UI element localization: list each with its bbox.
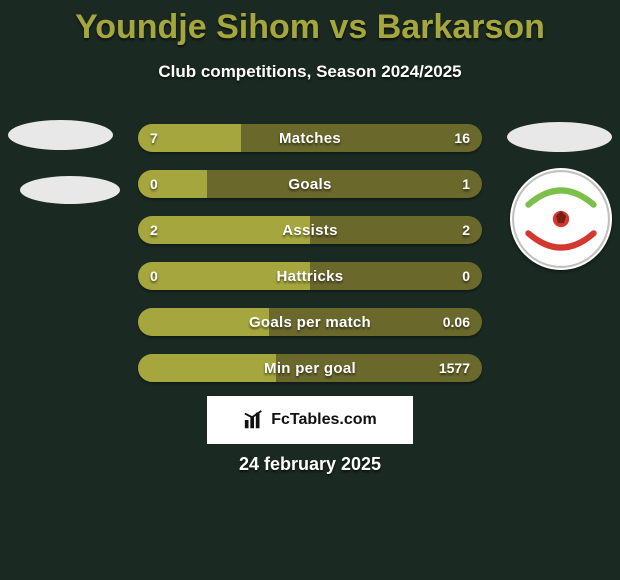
stat-bars: Matches716 Goals01 Assists22 Hattricks00 Goa… [138, 124, 482, 400]
stat-bar-right [310, 216, 482, 244]
player-left-placeholder-1 [8, 120, 113, 150]
fctables-logo: FcTables.com [207, 396, 413, 444]
stat-row: Hattricks00 [138, 262, 482, 290]
page-title: Youndje Sihom vs Barkarson [0, 8, 620, 47]
stat-bar-left [138, 216, 310, 244]
stat-bar-left [138, 262, 310, 290]
stat-bar-right [241, 124, 482, 152]
stat-bar-left [138, 124, 241, 152]
subtitle: Club competitions, Season 2024/2025 [0, 62, 620, 82]
date-label: 24 february 2025 [0, 454, 620, 475]
stat-bar-left [138, 170, 207, 198]
stat-bar-right [310, 262, 482, 290]
stat-row: Assists22 [138, 216, 482, 244]
stat-bar-left [138, 354, 276, 382]
chart-bars-icon [243, 409, 265, 431]
stat-bar-right [269, 308, 482, 336]
player-left-placeholder-2 [20, 176, 120, 204]
stat-bar-right [276, 354, 482, 382]
stat-row: Goals per match0.06 [138, 308, 482, 336]
club-badge-svg [510, 168, 612, 270]
stat-bar-left [138, 308, 269, 336]
club-badge [510, 168, 612, 270]
stat-row: Matches716 [138, 124, 482, 152]
fctables-logo-text: FcTables.com [271, 411, 377, 429]
stat-row: Min per goal1577 [138, 354, 482, 382]
player-right-placeholder [507, 122, 612, 152]
stat-bar-right [207, 170, 482, 198]
stat-row: Goals01 [138, 170, 482, 198]
comparison-infographic: Youndje Sihom vs Barkarson Club competit… [0, 0, 620, 580]
